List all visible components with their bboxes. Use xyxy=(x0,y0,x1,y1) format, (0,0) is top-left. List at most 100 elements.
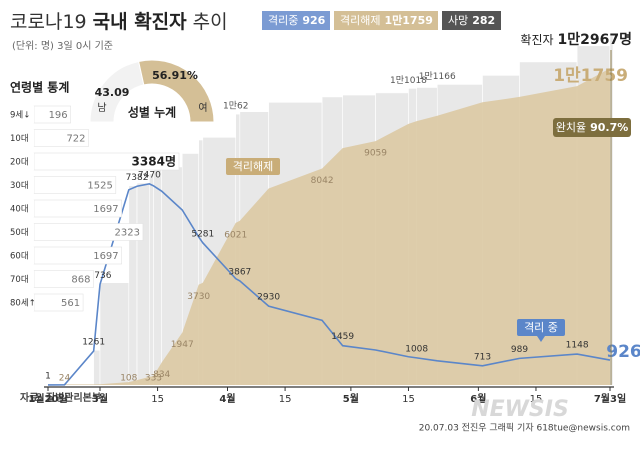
title-part: 국내 확진자 xyxy=(93,10,188,33)
title: 코로나19 국내 확진자 추이 xyxy=(10,10,228,33)
age-title: 연령별 통계 xyxy=(10,80,69,95)
total-bar xyxy=(93,349,101,386)
gender-title: 성별 누계 xyxy=(128,105,176,120)
badge-value: 926 xyxy=(302,14,325,27)
total-bar xyxy=(153,169,162,386)
badge-label: 격리중 xyxy=(268,14,298,27)
age-cat-box xyxy=(8,270,34,288)
age-value: 3384명 xyxy=(132,155,176,169)
watermark: NEWSIS xyxy=(471,397,569,422)
age-cat-box xyxy=(8,153,34,170)
released-label: 1947 xyxy=(171,340,194,350)
isolated-line xyxy=(47,183,611,386)
total-bar xyxy=(99,282,130,386)
badge-value: 1만1759 xyxy=(384,13,432,27)
released-label: 9059 xyxy=(364,149,387,159)
age-cat-box xyxy=(8,294,34,311)
gender-arc xyxy=(138,59,215,123)
total-header-value: 1만2967명 xyxy=(558,31,632,48)
x-tick-label: 3월 xyxy=(92,393,108,405)
isolated-label: 7470 xyxy=(138,170,161,180)
badge-label: 사망 xyxy=(448,14,468,27)
badge-value: 282 xyxy=(472,14,495,27)
series-tag: 격리 중 xyxy=(524,321,558,334)
x-tick-label: 15 xyxy=(402,394,415,405)
x-tick-label: 15 xyxy=(279,394,292,405)
total-header: 확진자 1만2967명 xyxy=(520,31,632,48)
x-tick-label: 4월 xyxy=(219,393,235,405)
tag-pointer xyxy=(537,336,545,342)
released-final-label: 1만1759 xyxy=(553,66,628,86)
age-cat-box xyxy=(8,106,34,123)
age-value: 561 xyxy=(61,298,80,309)
total-label: 1만62 xyxy=(223,101,248,112)
source: 자료: 질병관리본부 xyxy=(20,391,101,404)
released-label: 108 xyxy=(120,374,137,384)
badge-label: 격리해제 xyxy=(340,13,380,27)
badge: 사망 282 xyxy=(448,14,495,27)
released-label: 333 xyxy=(145,374,162,384)
isolated-label: 713 xyxy=(474,352,491,362)
series-tag-box xyxy=(226,158,280,175)
x-tick-label: 1월20일 xyxy=(28,392,67,405)
badge: 격리중 926 xyxy=(268,14,326,27)
total-label: 1만1166 xyxy=(419,71,456,82)
note: (단위: 명) 3일 0시 기준 xyxy=(12,39,113,52)
age-category: 40대 xyxy=(10,205,29,215)
gender-value: 56.91% xyxy=(152,69,198,82)
recovery-box xyxy=(553,118,631,137)
age-cat-box xyxy=(8,223,34,241)
age-category: 9세↓ xyxy=(10,111,30,121)
isolated-label: 2930 xyxy=(257,293,280,303)
released-label: 8042 xyxy=(311,176,334,186)
age-category: 50대 xyxy=(10,228,29,238)
title-part: 코로나19 xyxy=(10,11,87,33)
total-bar xyxy=(128,185,138,386)
age-value: 196 xyxy=(49,110,68,121)
isolated-label: 5281 xyxy=(191,229,214,239)
isolated-label: 1008 xyxy=(405,344,428,354)
isolated-label: 7382 xyxy=(126,173,149,183)
age-category: 80세↑ xyxy=(10,299,36,309)
age-value: 868 xyxy=(71,275,90,286)
gender-category: 여 xyxy=(198,102,207,114)
age-category: 60대 xyxy=(10,252,29,262)
badge-box xyxy=(334,11,438,30)
age-cat-box xyxy=(8,200,34,217)
age-category: 70대 xyxy=(10,275,29,285)
age-value: 722 xyxy=(66,134,85,145)
recovery-value: 90.7% xyxy=(590,121,628,134)
series-tag-box xyxy=(517,319,565,336)
released-label: 6021 xyxy=(224,230,247,240)
age-value: 1697 xyxy=(93,251,118,262)
age-cat-box xyxy=(8,129,34,147)
title-part: 추이 xyxy=(193,11,228,33)
isolated-final-label: 926 xyxy=(606,342,640,362)
badge-box xyxy=(262,11,330,30)
isolated-label: 989 xyxy=(511,345,528,355)
total-header-label: 확진자 xyxy=(520,33,553,47)
age-cat-box xyxy=(8,176,34,194)
age-cat-box xyxy=(8,247,34,264)
recovery-label: 완치율 xyxy=(556,121,586,134)
gender-category: 남 xyxy=(97,102,106,114)
recovery: 완치율 90.7% xyxy=(556,121,629,134)
isolated-label: 1459 xyxy=(331,332,354,342)
released-label: 24 xyxy=(59,374,71,384)
badge: 격리해제 1만1759 xyxy=(340,13,433,27)
isolated-label: 1 xyxy=(45,371,51,381)
x-tick-label: 5월 xyxy=(343,393,359,405)
age-value: 1697 xyxy=(93,204,118,215)
age-value: 1525 xyxy=(87,181,112,192)
series-tag: 격리해제 xyxy=(233,159,273,173)
total-label: 1만1018 xyxy=(390,75,427,86)
released-label: 834 xyxy=(153,370,170,380)
gender-value: 43.09 xyxy=(95,86,130,99)
isolated-label: 1148 xyxy=(566,341,589,351)
x-tick-label: 6월 xyxy=(470,393,486,405)
total-bar xyxy=(136,182,150,386)
credit: 20.07.03 전진우 그래픽 기자 618tue@newsis.com xyxy=(419,423,630,434)
age-category: 20대 xyxy=(10,158,29,168)
